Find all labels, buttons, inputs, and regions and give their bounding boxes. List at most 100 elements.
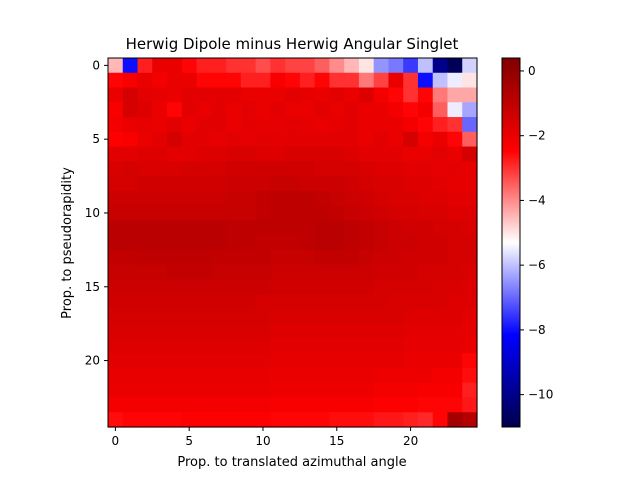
chart-title: Herwig Dipole minus Herwig Angular Singl… — [126, 35, 459, 53]
heatmap-cell — [373, 382, 390, 399]
heatmap-cell — [196, 146, 212, 162]
heatmap-cell — [211, 146, 227, 162]
heatmap-cell — [358, 235, 375, 251]
heatmap-cell — [240, 176, 257, 192]
heatmap-cell — [181, 353, 198, 369]
heatmap-cell — [403, 412, 419, 428]
heatmap-cell — [226, 220, 242, 236]
heatmap-cell — [152, 161, 168, 177]
y-tick-label: 10 — [85, 206, 100, 220]
heatmap-cell — [462, 220, 478, 236]
heatmap-cell — [181, 58, 198, 74]
heatmap-cell — [462, 353, 478, 369]
heatmap-cell — [108, 176, 124, 192]
heatmap-cell — [137, 323, 153, 340]
heatmap-cell — [358, 279, 375, 295]
heatmap-cell — [358, 382, 375, 399]
heatmap-cell — [314, 249, 330, 266]
heatmap-cell — [358, 87, 375, 103]
heatmap-cell — [447, 382, 463, 399]
heatmap-cell — [122, 146, 139, 162]
heatmap-cell — [344, 161, 360, 177]
heatmap-cell — [314, 367, 330, 384]
heatmap-cell — [226, 205, 242, 221]
heatmap-cell — [417, 249, 434, 266]
heatmap-cell — [270, 146, 286, 162]
heatmap-cell — [152, 205, 168, 221]
heatmap-cell — [417, 264, 434, 280]
heatmap-cell — [344, 58, 360, 74]
heatmap-cell — [329, 117, 345, 133]
heatmap-cell — [270, 235, 286, 251]
heatmap-cell — [211, 102, 227, 118]
heatmap-cell — [417, 72, 434, 89]
heatmap-cell — [255, 220, 271, 236]
heatmap-cell — [417, 308, 434, 325]
heatmap-cell — [388, 279, 404, 295]
heatmap-cell — [108, 279, 124, 295]
heatmap-cell — [299, 146, 316, 162]
heatmap-cell — [226, 382, 242, 399]
heatmap-cell — [240, 323, 257, 340]
heatmap-cell — [299, 87, 316, 103]
heatmap-cell — [447, 146, 463, 162]
heatmap-cell — [285, 117, 301, 133]
heatmap-cell — [344, 338, 360, 354]
heatmap-cell — [329, 367, 345, 384]
heatmap-cell — [226, 367, 242, 384]
heatmap-cell — [358, 131, 375, 148]
heatmap-cell — [181, 117, 198, 133]
heatmap-cell — [167, 353, 183, 369]
heatmap-cell — [167, 58, 183, 74]
heatmap-cell — [344, 205, 360, 221]
heatmap-cell — [314, 102, 330, 118]
heatmap-cell — [344, 220, 360, 236]
heatmap-cell — [152, 131, 168, 148]
heatmap-cell — [255, 294, 271, 310]
heatmap-cell — [240, 205, 257, 221]
heatmap-cell — [299, 176, 316, 192]
heatmap-cell — [462, 412, 478, 428]
heatmap-cell — [152, 72, 168, 89]
heatmap-cell — [196, 249, 212, 266]
heatmap-cell — [167, 205, 183, 221]
heatmap-cell — [196, 235, 212, 251]
heatmap-cell — [417, 220, 434, 236]
heatmap-cell — [137, 190, 153, 207]
heatmap-cell — [447, 161, 463, 177]
heatmap-cell — [432, 72, 449, 89]
heatmap-cell — [226, 279, 242, 295]
colorbar-ticks: 0 −2 −4 −6 −8 −10 — [520, 64, 553, 402]
heatmap-cell — [417, 367, 434, 384]
heatmap-cell — [137, 117, 153, 133]
heatmap-cell — [314, 72, 330, 89]
heatmap-cell — [299, 205, 316, 221]
heatmap-cell — [329, 205, 345, 221]
heatmap-cell — [255, 146, 271, 162]
heatmap-cell — [388, 161, 404, 177]
heatmap-cell — [108, 205, 124, 221]
heatmap-cell — [447, 308, 463, 325]
heatmap-cell — [240, 249, 257, 266]
heatmap-cell — [358, 338, 375, 354]
x-tick-label: 0 — [112, 434, 120, 448]
heatmap-cell — [137, 220, 153, 236]
heatmap-cell — [447, 294, 463, 310]
heatmap-cell — [329, 353, 345, 369]
y-tick-label: 0 — [92, 58, 100, 72]
heatmap-cell — [388, 235, 404, 251]
heatmap-cell — [285, 131, 301, 148]
y-tick-label: 15 — [85, 280, 100, 294]
heatmap-cell — [137, 87, 153, 103]
heatmap-cell — [152, 353, 168, 369]
heatmap-cell — [388, 397, 404, 413]
heatmap-cell — [462, 87, 478, 103]
heatmap-cell — [299, 412, 316, 428]
heatmap-cell — [122, 412, 139, 428]
heatmap-cell — [462, 102, 478, 118]
heatmap-cell — [344, 249, 360, 266]
heatmap-cell — [329, 72, 345, 89]
heatmap-cell — [152, 190, 168, 207]
colorbar-tick-label: −8 — [528, 323, 546, 337]
heatmap-cell — [152, 176, 168, 192]
